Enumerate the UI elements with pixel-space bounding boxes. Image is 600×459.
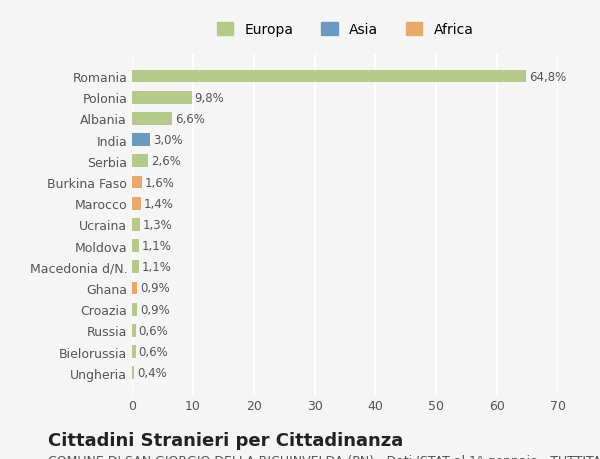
Bar	[132, 113, 172, 125]
Text: 9,8%: 9,8%	[194, 91, 224, 105]
Text: Cittadini Stranieri per Cittadinanza: Cittadini Stranieri per Cittadinanza	[48, 431, 403, 449]
Text: 1,3%: 1,3%	[143, 218, 173, 231]
Text: 64,8%: 64,8%	[529, 70, 566, 84]
Bar	[132, 218, 140, 231]
Bar	[132, 303, 137, 316]
Text: 0,9%: 0,9%	[140, 282, 170, 295]
Text: 0,4%: 0,4%	[137, 366, 167, 380]
Bar	[132, 197, 140, 210]
Bar	[132, 325, 136, 337]
Text: 2,6%: 2,6%	[151, 155, 181, 168]
Bar	[132, 346, 136, 358]
Bar	[132, 155, 148, 168]
Text: 0,6%: 0,6%	[139, 345, 169, 358]
Bar	[132, 261, 139, 274]
Text: 1,1%: 1,1%	[142, 261, 172, 274]
Text: 0,6%: 0,6%	[139, 324, 169, 337]
Text: 0,9%: 0,9%	[140, 303, 170, 316]
Text: 1,6%: 1,6%	[145, 176, 175, 189]
Bar	[132, 176, 142, 189]
Text: 6,6%: 6,6%	[175, 112, 205, 126]
Bar	[132, 240, 139, 252]
Bar	[132, 134, 150, 147]
Legend: Europa, Asia, Africa: Europa, Asia, Africa	[211, 18, 479, 43]
Bar	[132, 92, 191, 104]
Text: 1,1%: 1,1%	[142, 240, 172, 252]
Bar	[132, 367, 134, 379]
Bar	[132, 282, 137, 295]
Text: COMUNE DI SAN GIORGIO DELLA RICHINVELDA (PN) - Dati ISTAT al 1° gennaio - TUTTIT: COMUNE DI SAN GIORGIO DELLA RICHINVELDA …	[48, 454, 600, 459]
Text: 1,4%: 1,4%	[143, 197, 173, 210]
Bar	[132, 71, 526, 83]
Text: 3,0%: 3,0%	[154, 134, 183, 147]
